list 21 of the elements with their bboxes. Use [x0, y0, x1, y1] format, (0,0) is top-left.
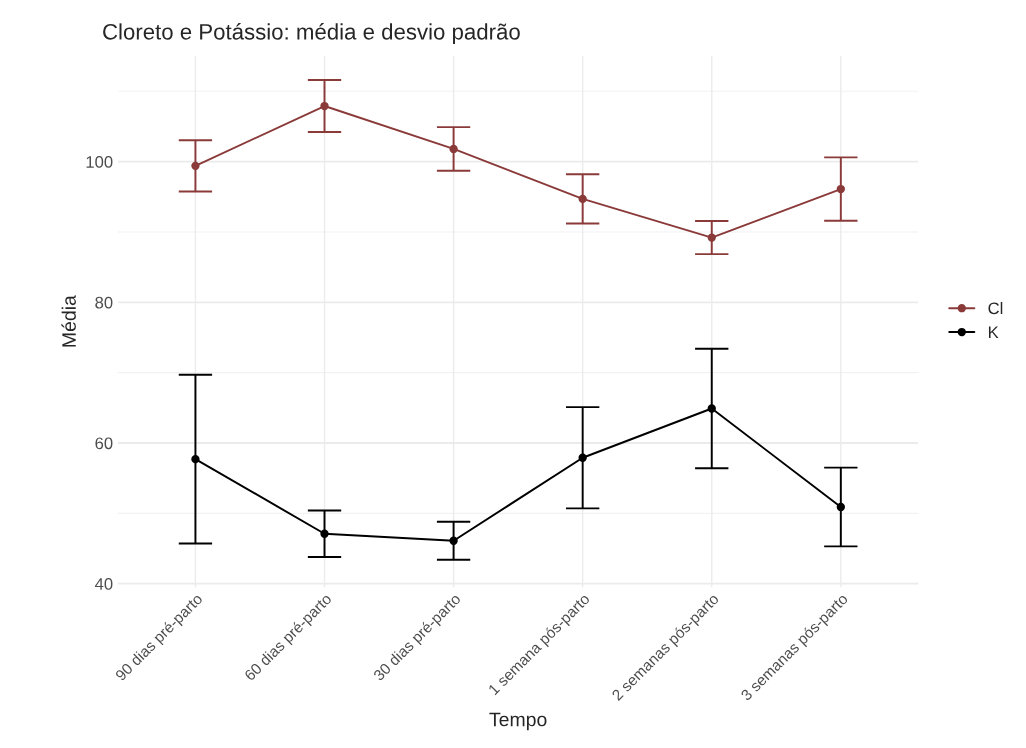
point — [320, 101, 329, 111]
y-axis-title: Média — [61, 295, 76, 347]
y-tick-label: 40 — [94, 578, 113, 590]
point — [449, 536, 458, 545]
chart-title: Cloreto e Potássio: média e desvio padrão — [103, 23, 520, 45]
point — [836, 184, 845, 194]
y-tick-label: 60 — [95, 437, 113, 450]
point — [707, 233, 716, 242]
point — [191, 454, 200, 464]
point — [578, 453, 587, 462]
y-tick-label: 100 — [86, 156, 113, 168]
point — [320, 529, 329, 538]
legend-label: Cl — [988, 301, 1003, 315]
legend-label: K — [988, 326, 999, 338]
point — [578, 194, 587, 204]
point — [449, 144, 458, 154]
x-axis-title: Tempo — [489, 712, 547, 731]
point — [191, 161, 200, 170]
y-tick-label: 80 — [95, 296, 113, 309]
point — [836, 502, 845, 512]
point — [707, 404, 716, 413]
